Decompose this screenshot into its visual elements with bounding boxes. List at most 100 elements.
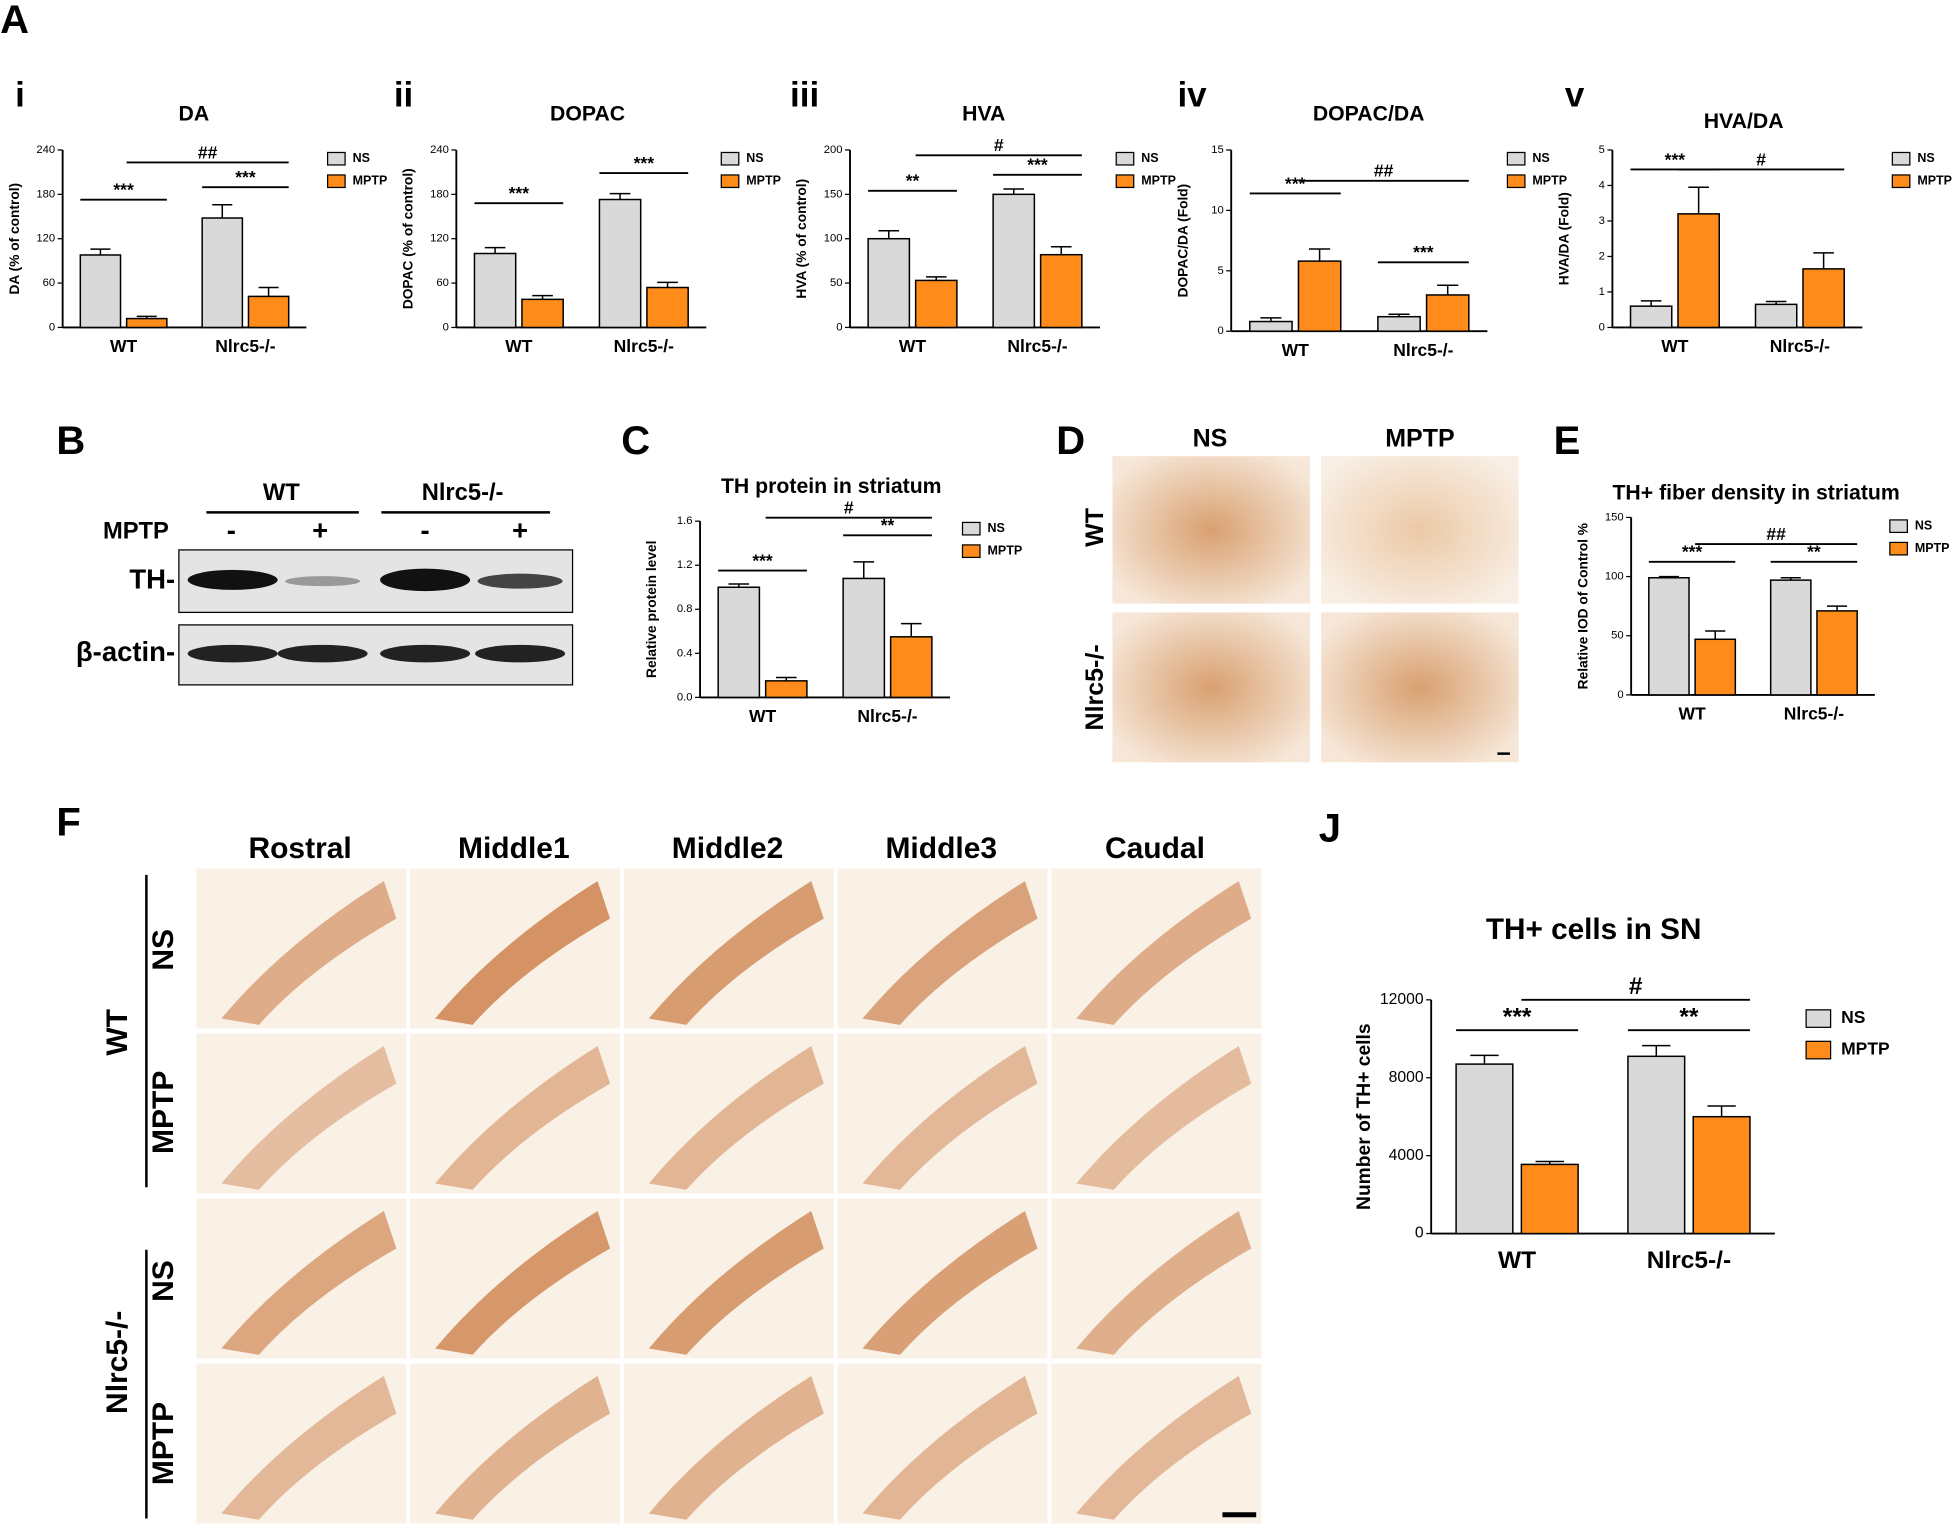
significance-label: *** xyxy=(1665,149,1686,169)
panel-label: C xyxy=(621,419,650,463)
error-bar xyxy=(1642,1044,1671,1057)
legend-label: MPTP xyxy=(1532,174,1567,188)
y-tick-label: 240 xyxy=(36,144,55,156)
y-tick-label: 60 xyxy=(436,277,449,289)
stain-region xyxy=(1076,1211,1252,1355)
panel-label: ii xyxy=(394,76,413,115)
stain-region xyxy=(648,1376,824,1520)
y-tick-label: 0 xyxy=(1217,325,1223,337)
legend-label: MPTP xyxy=(1915,541,1950,555)
bar xyxy=(1455,1063,1514,1235)
stain-grid xyxy=(196,868,1262,1524)
bar xyxy=(1297,260,1342,332)
stain-image xyxy=(196,1363,407,1524)
column-label: NS xyxy=(1193,425,1228,453)
bar xyxy=(1629,305,1673,329)
bar xyxy=(867,237,911,329)
blot-band xyxy=(285,576,361,587)
error-bar xyxy=(1003,188,1025,195)
stain-region xyxy=(648,1211,824,1355)
chart-title: HVA xyxy=(962,102,1005,126)
x-tick-label: WT xyxy=(1282,340,1310,360)
error-bar xyxy=(1705,630,1726,640)
error-bar xyxy=(484,246,506,254)
bar xyxy=(521,298,564,329)
legend-label: MPTP xyxy=(987,543,1022,557)
blot-sign: - xyxy=(421,515,430,546)
bar xyxy=(1039,253,1083,329)
significance-label: # xyxy=(1756,149,1766,169)
bar xyxy=(201,217,244,329)
error-bar xyxy=(212,203,233,219)
error-bar xyxy=(258,286,279,297)
bar xyxy=(646,286,689,329)
bar xyxy=(1425,294,1470,332)
legend-label: MPTP xyxy=(353,174,388,188)
y-tick-label: 10 xyxy=(1211,204,1224,216)
stain-image xyxy=(1051,1033,1262,1194)
bar xyxy=(1677,213,1721,329)
bar xyxy=(79,254,122,329)
y-tick-label: 0.8 xyxy=(677,603,693,615)
y-tick-label: 2 xyxy=(1599,250,1605,262)
error-bar xyxy=(1688,186,1709,214)
x-tick-label: WT xyxy=(1661,336,1689,356)
bar xyxy=(1816,610,1858,696)
significance-label: # xyxy=(1629,973,1643,1000)
error-bar xyxy=(1260,317,1282,322)
y-axis-label: HVA/DA (Fold) xyxy=(1557,192,1572,285)
y-tick-label: 0 xyxy=(1415,1225,1424,1242)
x-tick-label: WT xyxy=(110,336,138,356)
blot-sign: + xyxy=(512,515,528,546)
bar xyxy=(1754,303,1798,329)
x-tick-label: Nlrc5-/- xyxy=(215,336,275,356)
stain-image xyxy=(837,1363,1048,1524)
stain-region xyxy=(648,881,824,1025)
stain-region xyxy=(221,1376,397,1520)
stain-image xyxy=(1051,1363,1262,1524)
row-label: Nlrc5-/- xyxy=(1081,644,1109,730)
panel-label: v xyxy=(1565,76,1585,115)
stain-image xyxy=(1112,456,1310,604)
blot-band xyxy=(380,568,471,592)
legend-label: MPTP xyxy=(1141,174,1176,188)
row-label: NS xyxy=(147,1260,180,1302)
y-tick-label: 240 xyxy=(430,144,449,156)
stain-region xyxy=(862,1046,1038,1190)
blot-band xyxy=(380,644,471,663)
stain-region xyxy=(435,881,611,1025)
stain-region xyxy=(1076,881,1252,1025)
significance-label: # xyxy=(994,135,1004,155)
bar xyxy=(914,279,958,329)
bar xyxy=(1520,1163,1579,1235)
legend-label: NS xyxy=(987,521,1004,535)
legend-swatch xyxy=(1891,174,1911,189)
significance-label: *** xyxy=(113,180,134,200)
blot-band-label: β-actin- xyxy=(76,636,175,667)
stain-region xyxy=(1076,1376,1252,1520)
significance-label: *** xyxy=(752,550,773,570)
x-tick-label: Nlrc5-/- xyxy=(614,336,674,356)
column-label: Middle1 xyxy=(458,832,570,865)
significance-label: *** xyxy=(1285,173,1306,193)
chart-title: TH protein in striatum xyxy=(721,474,942,498)
error-bar xyxy=(728,583,750,588)
significance-label: *** xyxy=(1027,155,1048,175)
y-axis-label: DOPAC (% of control) xyxy=(400,168,415,309)
y-tick-label: 100 xyxy=(824,233,843,245)
chart-title: TH+ fiber density in striatum xyxy=(1612,480,1899,504)
legend-swatch xyxy=(1506,151,1526,166)
error-bar xyxy=(1707,1105,1736,1117)
x-tick-label: WT xyxy=(899,336,927,356)
blot-band xyxy=(475,644,566,663)
significance-label: ** xyxy=(1679,1003,1699,1030)
legend-swatch xyxy=(326,174,346,189)
y-tick-label: 0.4 xyxy=(677,647,693,659)
error-bar xyxy=(1535,1160,1564,1165)
y-tick-label: 120 xyxy=(36,233,55,245)
y-tick-label: 150 xyxy=(1605,511,1624,523)
y-tick-label: 4000 xyxy=(1389,1147,1424,1164)
legend-swatch xyxy=(1506,174,1526,189)
legend-swatch xyxy=(720,151,740,166)
error-bar xyxy=(853,561,875,579)
